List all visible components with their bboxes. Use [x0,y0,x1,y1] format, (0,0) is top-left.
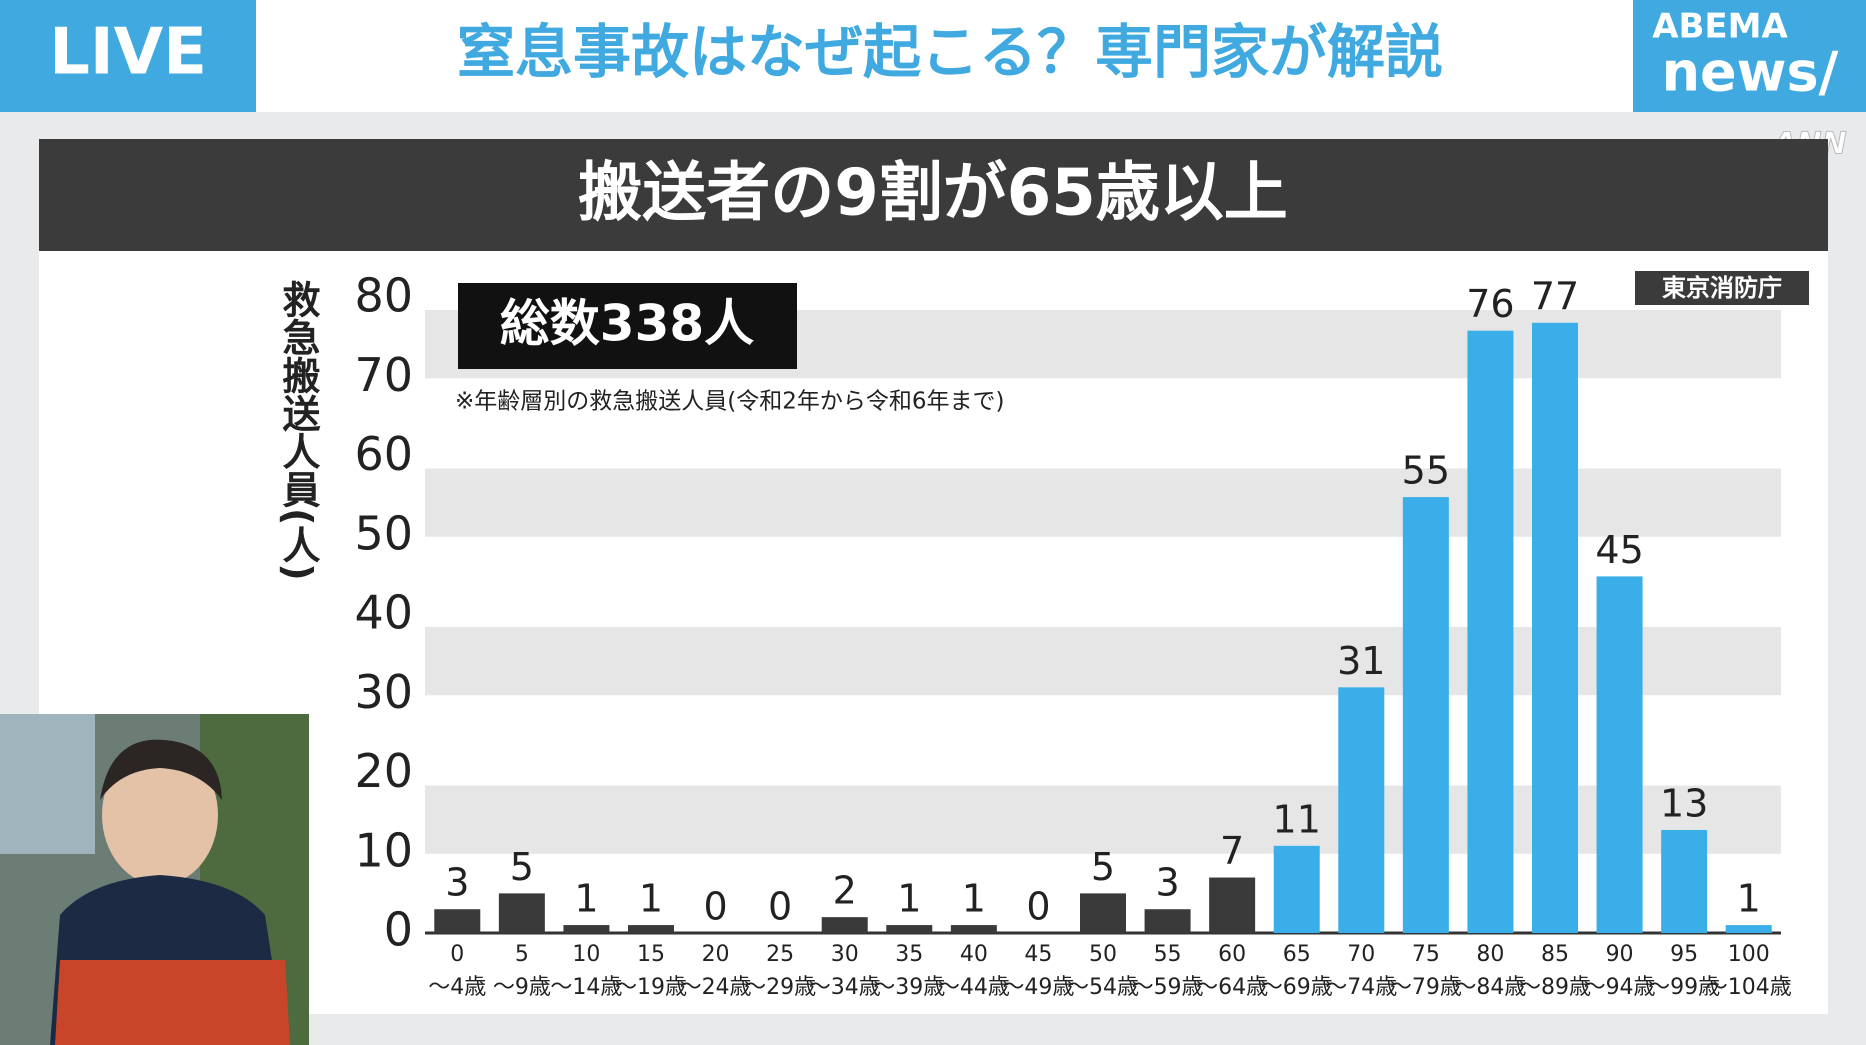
top-banner [0,0,1866,112]
value-label: 0 [1026,885,1050,929]
x-tick-label: 30 〜34歳 [809,942,881,1000]
video-inset [0,714,309,1045]
bar [498,893,545,933]
x-tick-label: 65 〜69歳 [1261,942,1333,1000]
value-label: 2 [833,869,857,913]
bar [1080,893,1126,933]
bar [628,925,674,933]
headline: 窒息事故はなぜ起こる？専門家が解説 [457,18,1443,86]
bar [1209,877,1256,933]
bar [950,925,997,933]
source: 東京消防庁 [1662,274,1782,302]
x-tick-label: 100 〜104歳 [1706,942,1792,1000]
value-label: 5 [1091,845,1115,889]
x-tick-label: 60 〜64歳 [1196,942,1268,1000]
value-label: 77 [1531,274,1579,318]
x-tick-label: 80 〜84歳 [1454,942,1526,1000]
x-tick-label: 45 〜49歳 [1002,942,1074,1000]
x-tick-label: 10 〜14歳 [550,942,622,1000]
note: ※年齢層別の救急搬送人員(令和2年から令和6年まで) [455,389,1004,415]
bar [1532,322,1578,933]
value-label: 76 [1466,282,1514,326]
value-label: 3 [1155,861,1179,905]
value-label: 0 [768,885,792,929]
logo-box [1633,0,1866,112]
total-label: 総数338人 [500,295,754,353]
value-label: 1 [897,877,921,921]
live-label: LIVE [49,16,207,90]
value-label: 1 [574,877,598,921]
x-tick-label: 15 〜19歳 [615,942,687,1000]
bar [434,909,481,933]
value-label: 0 [703,885,727,929]
title-bar [39,139,1828,251]
value-label: 3 [445,861,469,905]
x-tick-label: 85 〜89歳 [1519,942,1591,1000]
bar [821,917,868,933]
bar [1338,687,1385,933]
y-tick-label: 80 [354,269,413,323]
bar [1725,925,1772,933]
y-tick-label: 60 [354,427,413,481]
logo-top: ABEMA [1652,7,1788,47]
logo-bottom: news/ [1662,41,1839,104]
y-tick-label: 20 [354,744,413,798]
y-tick-label: 0 [384,903,413,957]
chart-title: 搬送者の9割が65歳以上 [578,157,1288,231]
x-tick-label: 70 〜74歳 [1325,942,1397,1000]
y-axis-label: 救急搬送人員(人) [276,280,320,581]
value-label: 1 [639,877,663,921]
x-tick-label: 40 〜44歳 [938,942,1010,1000]
x-tick-label: 35 〜39歳 [873,942,945,1000]
y-tick-label: 30 [354,665,413,719]
value-label: 45 [1595,528,1643,572]
x-tick-label: 55 〜59歳 [1132,942,1204,1000]
bar [563,925,610,933]
bar [1273,845,1320,933]
source-box [1635,271,1809,305]
bar [1596,576,1643,933]
y-tick-label: 40 [354,586,413,640]
y-tick-label: 10 [354,823,413,877]
x-tick-label: 0 〜4歳 [428,942,486,1000]
bar [1402,497,1449,933]
y-tick-label: 50 [354,506,413,560]
value-label: 7 [1220,829,1244,873]
value-label: 1 [1737,877,1761,921]
x-tick-label: 5 〜9歳 [493,942,551,1000]
bar [886,925,933,933]
x-tick-label: 90 〜94歳 [1584,942,1656,1000]
x-tick-label: 50 〜54歳 [1067,942,1139,1000]
total-box [458,283,797,369]
value-label: 1 [962,877,986,921]
bar [1661,829,1708,933]
value-label: 31 [1337,639,1385,683]
value-label: 11 [1273,797,1321,841]
x-tick-label: 75 〜79歳 [1390,942,1462,1000]
x-tick-label: 25 〜29歳 [744,942,816,1000]
live-box [0,0,256,112]
x-tick-label: 20 〜24歳 [680,942,752,1000]
bar [1467,330,1514,933]
x-tick-label: 95 〜99歳 [1648,942,1720,1000]
value-label: 55 [1402,449,1450,493]
value-label: 13 [1660,781,1708,825]
y-tick-label: 70 [354,348,413,402]
value-label: 5 [510,845,534,889]
bar [1144,909,1191,933]
